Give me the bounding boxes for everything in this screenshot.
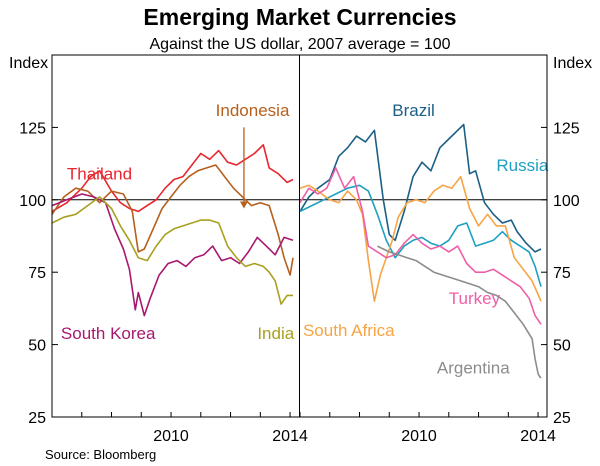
y-tick-label-right: 25 [553, 410, 571, 427]
annotation-arrowhead-indonesia [239, 201, 248, 209]
series-label-thailand: Thailand [67, 165, 132, 184]
y-tick-label-right: 75 [553, 265, 571, 282]
y-tick-label-right: 100 [553, 193, 580, 210]
y-tick-label-left: 125 [19, 120, 46, 137]
series-label-russia: Russia [496, 156, 549, 175]
y-tick-label-left: 50 [28, 338, 46, 355]
series-label-south-korea: South Korea [61, 324, 156, 343]
y-tick-label-right: 125 [553, 120, 580, 137]
x-tick-label-right: 2010 [401, 428, 437, 445]
series-label-brazil: Brazil [392, 101, 435, 120]
y-tick-label-left: 75 [28, 265, 46, 282]
series-label-south-africa: South Africa [303, 321, 395, 340]
series-label-indonesia: Indonesia [216, 101, 290, 120]
series-label-turkey: Turkey [449, 289, 501, 308]
chart-subtitle: Against the US dollar, 2007 average = 10… [149, 36, 450, 53]
series-line-turkey [299, 167, 542, 325]
panel-left: Thailand Indonesia South Korea India [51, 101, 295, 343]
source-note: Source: Bloomberg [45, 447, 156, 462]
series-line-indonesia [51, 164, 294, 276]
series-label-argentina: Argentina [437, 359, 510, 378]
y-unit-left: Index [9, 55, 48, 72]
y-tick-label-left: 100 [19, 193, 46, 210]
series-line-argentina [377, 245, 542, 379]
x-tick-label-left: 2014 [272, 428, 308, 445]
series-line-brazil [299, 123, 542, 253]
y-unit-right: Index [553, 55, 592, 72]
series-line-india [51, 196, 293, 305]
x-tick-label-left: 2010 [153, 428, 189, 445]
chart-title: Emerging Market Currencies [143, 4, 456, 30]
x-tick-label-right: 2014 [520, 428, 556, 445]
y-tick-label-left: 25 [28, 410, 46, 427]
y-tick-label-right: 50 [553, 338, 571, 355]
panel-right: Brazil Russia South Africa Turkey Argentina [299, 101, 549, 379]
series-line-thailand [51, 144, 294, 213]
series-line-south-africa [299, 175, 542, 303]
series-line-south-korea [51, 193, 294, 317]
series-label-india: India [257, 324, 294, 343]
